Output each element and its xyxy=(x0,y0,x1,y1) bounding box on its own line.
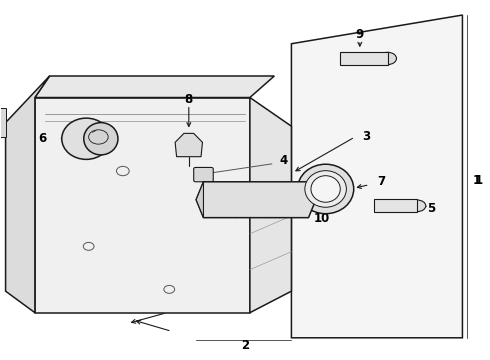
Polygon shape xyxy=(196,182,203,218)
Polygon shape xyxy=(35,76,274,98)
Text: 10: 10 xyxy=(314,212,330,225)
Text: 1: 1 xyxy=(474,174,483,186)
Polygon shape xyxy=(374,199,417,212)
Polygon shape xyxy=(5,76,49,313)
Ellipse shape xyxy=(311,176,340,202)
Text: 6: 6 xyxy=(38,132,47,145)
Ellipse shape xyxy=(62,118,111,159)
Text: 2: 2 xyxy=(241,339,249,352)
FancyBboxPatch shape xyxy=(194,167,213,182)
Text: 4: 4 xyxy=(279,154,287,167)
Text: 5: 5 xyxy=(427,202,436,215)
Polygon shape xyxy=(175,134,202,157)
Text: 9: 9 xyxy=(356,28,364,41)
Ellipse shape xyxy=(408,200,426,212)
Text: 7: 7 xyxy=(377,175,385,188)
Ellipse shape xyxy=(305,171,346,207)
Ellipse shape xyxy=(379,52,396,64)
Polygon shape xyxy=(196,182,316,218)
Ellipse shape xyxy=(297,164,354,214)
Polygon shape xyxy=(0,108,5,137)
Text: 1: 1 xyxy=(473,174,481,186)
Polygon shape xyxy=(250,98,292,313)
Ellipse shape xyxy=(84,123,118,155)
Polygon shape xyxy=(340,51,388,65)
Polygon shape xyxy=(292,15,463,338)
Polygon shape xyxy=(35,98,250,313)
Text: 3: 3 xyxy=(362,130,370,144)
Text: 8: 8 xyxy=(185,93,193,106)
